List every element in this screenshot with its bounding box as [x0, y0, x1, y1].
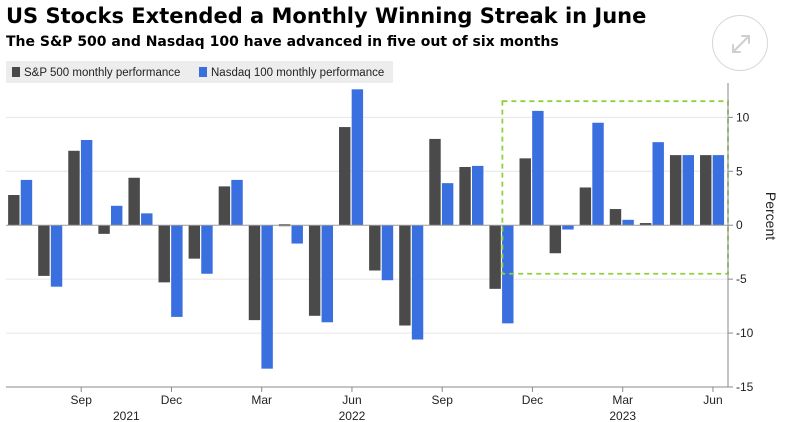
nasdaq-bar: [50, 225, 63, 287]
y-tick-label: -15: [736, 380, 754, 394]
sp500-bar: [98, 225, 110, 234]
nasdaq-bar: [502, 225, 514, 324]
sp500-bar: [248, 225, 261, 321]
nasdaq-bar: [441, 183, 454, 226]
chart-subtitle: The S&P 500 and Nasdaq 100 have advanced…: [6, 34, 559, 50]
y-tick-label: 5: [736, 164, 743, 178]
nasdaq-bar: [291, 225, 303, 244]
y-axis-label: Percent: [763, 192, 779, 240]
sp500-bar: [188, 225, 201, 259]
x-tick-label: Dec: [161, 393, 182, 407]
sp500-bar: [8, 195, 20, 226]
sp500-bar: [308, 225, 321, 316]
legend-swatch-sp500: [12, 67, 20, 77]
y-tick-label: 10: [736, 110, 750, 124]
y-axis-ticks: 10 5 0 -5 -10 -15: [728, 110, 754, 394]
chart-title: US Stocks Extended a Monthly Winning Str…: [6, 4, 647, 28]
x-axis-ticks: Sep Dec Mar Jun Sep Dec Mar Jun 2021 2022 2023: [71, 387, 723, 422]
sp500-bar: [158, 225, 170, 283]
nasdaq-bar: [351, 89, 364, 226]
sp500-bar: [218, 186, 231, 226]
x-tick-label: Sep: [71, 393, 93, 407]
sp500-bar: [429, 138, 441, 226]
nasdaq-bar: [712, 155, 725, 226]
nasdaq-bar: [141, 213, 153, 226]
sp500-bar: [339, 127, 351, 226]
gridlines: [6, 116, 728, 388]
sp500-bar: [369, 225, 381, 271]
bars: [8, 89, 725, 369]
expand-button[interactable]: [712, 15, 768, 71]
sp500-bar: [609, 209, 622, 226]
x-tick-label: Mar: [612, 393, 633, 407]
nasdaq-bar: [471, 165, 484, 226]
y-tick-label: 0: [736, 218, 743, 232]
nasdaq-bar: [261, 225, 273, 369]
sp500-bar: [399, 225, 411, 326]
year-label: 2022: [339, 409, 366, 422]
highlight-box: [501, 100, 729, 275]
x-tick-label: Jun: [342, 393, 361, 407]
sp500-bar: [639, 223, 652, 226]
nasdaq-bar: [682, 155, 694, 226]
expand-arrows-icon: [732, 35, 750, 53]
y-tick-label: -10: [736, 326, 754, 340]
nasdaq-bar: [201, 225, 213, 274]
sp500-bar: [700, 155, 712, 226]
x-tick-label: Mar: [251, 393, 272, 407]
nasdaq-bar: [171, 225, 183, 317]
nasdaq-bar: [321, 225, 333, 323]
nasdaq-bar: [411, 225, 424, 340]
nasdaq-bar: [562, 225, 574, 230]
legend-label-sp500: S&P 500 monthly performance: [24, 67, 180, 79]
legend-label-nasdaq: Nasdaq 100 monthly performance: [211, 67, 384, 79]
nasdaq-bar: [652, 142, 664, 226]
nasdaq-bar: [20, 179, 33, 226]
sp500-bar: [128, 177, 140, 226]
nasdaq-bar: [231, 179, 243, 226]
x-tick-label: Dec: [522, 393, 543, 407]
nasdaq-bar: [80, 140, 93, 226]
legend: S&P 500 monthly performance Nasdaq 100 m…: [6, 61, 393, 83]
y-tick-label: -5: [736, 272, 747, 286]
sp500-bar: [519, 158, 531, 226]
legend-swatch-nasdaq: [199, 67, 207, 77]
sp500-bar: [38, 225, 50, 276]
nasdaq-bar: [622, 219, 634, 226]
nasdaq-bar: [592, 122, 604, 226]
nasdaq-bar: [381, 225, 394, 281]
nasdaq-bar: [532, 110, 544, 226]
sp500-bar: [579, 187, 592, 226]
x-tick-label: Sep: [432, 393, 454, 407]
sp500-bar: [489, 225, 501, 289]
sp500-bar: [68, 150, 80, 226]
axes: [6, 83, 729, 388]
sp500-bar: [549, 225, 562, 254]
year-label: 2023: [609, 409, 636, 422]
sp500-bar: [459, 166, 471, 226]
sp500-bar: [669, 155, 682, 226]
x-tick-label: Jun: [703, 393, 722, 407]
year-label: 2021: [113, 409, 140, 422]
nasdaq-bar: [110, 205, 123, 226]
